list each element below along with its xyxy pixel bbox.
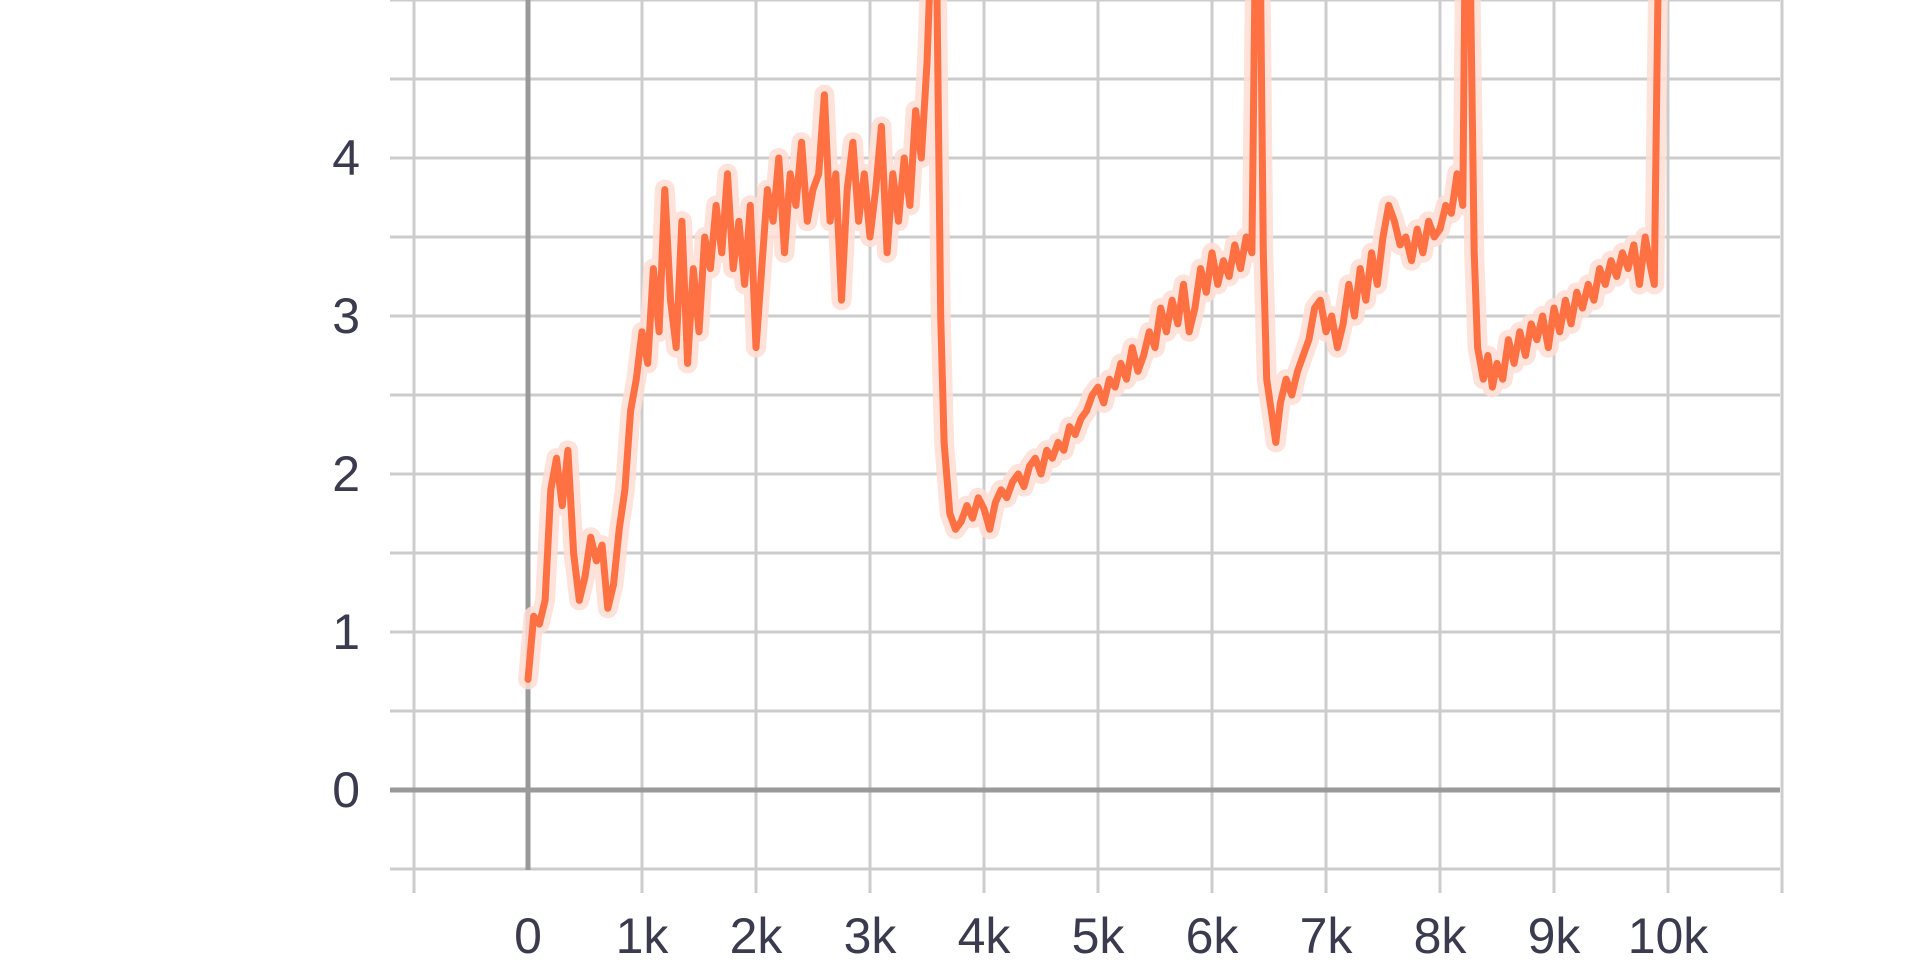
x-tick-label: 4k [958, 908, 1012, 963]
x-tick-label: 5k [1072, 908, 1126, 963]
x-tick-label: 1k [616, 908, 670, 963]
y-tick-label: 3 [332, 288, 360, 344]
x-tick-label: 2k [730, 908, 784, 963]
y-tick-label: 4 [332, 130, 360, 186]
x-tick-label: 0 [514, 908, 542, 963]
grid [390, 0, 1784, 893]
x-tick-label: 8k [1414, 908, 1468, 963]
smoothed-series-line [524, 0, 1662, 683]
smoothed-series [524, 0, 1662, 683]
x-tick-label: 7k [1300, 908, 1354, 963]
zero-axes [390, 0, 1780, 870]
x-tick-label: 9k [1528, 908, 1582, 963]
y-tick-label: 0 [332, 762, 360, 818]
y-axis-tick-labels: 0 1 2 3 4 [332, 130, 360, 818]
x-tick-label: 3k [844, 908, 898, 963]
x-axis-tick-labels: 0 1k 2k 3k 4k 5k 6k 7k 8k 9k 10k [514, 908, 1709, 963]
x-tick-label: 6k [1186, 908, 1240, 963]
raw-series-band [518, 0, 1668, 690]
x-tick-label: 10k [1628, 908, 1710, 963]
y-tick-label: 2 [332, 446, 360, 502]
y-tick-label: 1 [332, 604, 360, 660]
raw-series-line [518, 0, 1668, 690]
